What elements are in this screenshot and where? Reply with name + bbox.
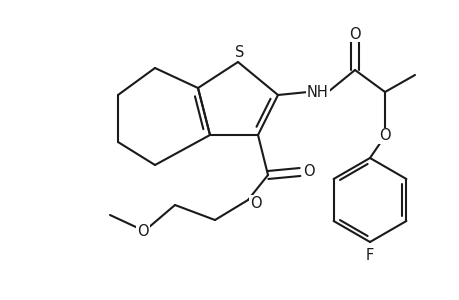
Text: O: O — [378, 128, 390, 143]
Text: O: O — [137, 224, 149, 239]
Text: S: S — [235, 44, 244, 59]
Text: O: O — [302, 164, 314, 179]
Text: NH: NH — [307, 85, 328, 100]
Text: O: O — [348, 26, 360, 41]
Text: F: F — [365, 248, 373, 263]
Text: O: O — [250, 196, 261, 211]
